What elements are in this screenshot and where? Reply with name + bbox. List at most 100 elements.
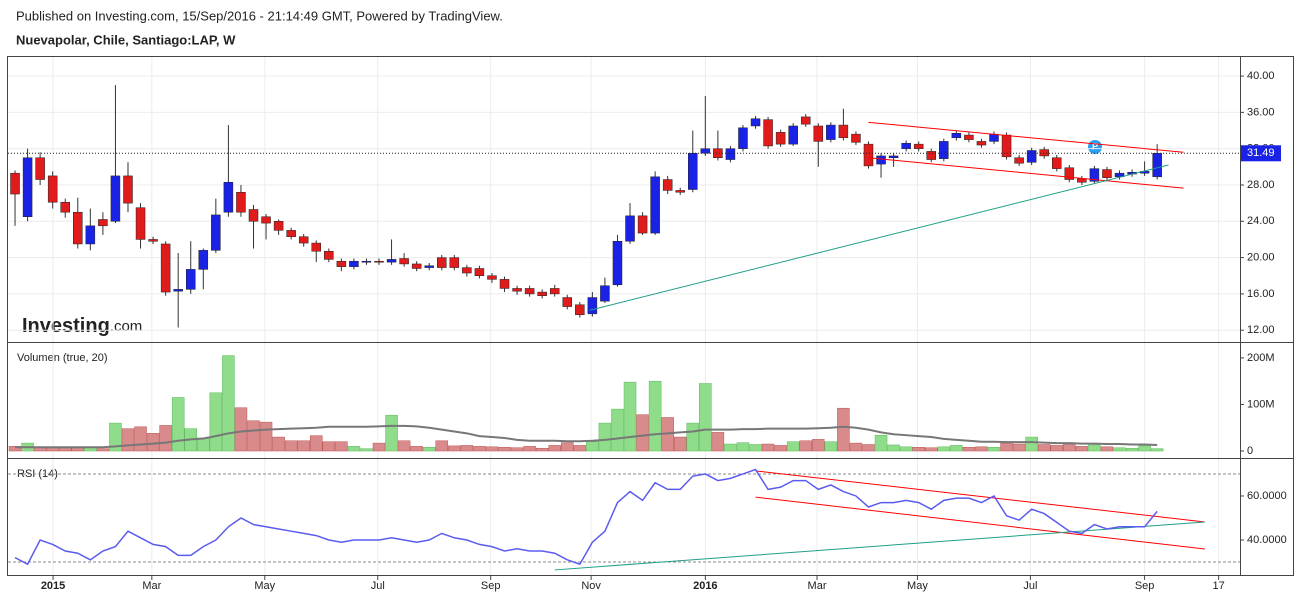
- volume-bar: [799, 440, 812, 452]
- volume-bar: [824, 441, 838, 452]
- volume-bar: [284, 440, 298, 452]
- volume-bar: [159, 425, 172, 452]
- candle-body: [349, 260, 359, 267]
- logo-name: Investing: [22, 315, 110, 337]
- volume-bar: [171, 397, 185, 452]
- volume-bar: [1063, 443, 1076, 452]
- x-tick-label: 2015: [41, 580, 65, 592]
- volume-bar: [1088, 444, 1101, 452]
- volume-bar: [1037, 444, 1051, 452]
- candle-body: [336, 260, 347, 267]
- candle-body: [261, 216, 271, 224]
- volume-bar: [1075, 446, 1089, 452]
- volume-bar: [347, 446, 361, 452]
- candle-body: [311, 242, 322, 252]
- candle-body: [939, 141, 949, 159]
- candle-body: [625, 215, 635, 242]
- volume-bar: [598, 422, 612, 452]
- candle-body: [512, 288, 522, 292]
- candle-body: [688, 152, 698, 190]
- candle-body: [537, 291, 547, 296]
- candle-body: [1089, 168, 1100, 182]
- volume-bar: [96, 448, 110, 452]
- candle-body: [1026, 150, 1037, 163]
- candle-body: [826, 124, 836, 140]
- y-tick-label: 0: [1247, 445, 1253, 457]
- rsi-line: [14, 468, 1158, 566]
- volume-bar: [937, 446, 951, 452]
- logo: Investing.com: [22, 315, 142, 337]
- candle-body: [135, 207, 146, 240]
- candle-body: [273, 221, 284, 231]
- candle-body: [386, 259, 397, 263]
- y-tick-label: 16.00: [1247, 288, 1275, 300]
- volume-bar: [962, 447, 976, 452]
- volume-bar: [987, 447, 1001, 452]
- volume-bar: [397, 440, 411, 452]
- volume-bar: [234, 407, 248, 452]
- candle-body: [123, 175, 133, 204]
- candle-body: [98, 219, 108, 227]
- x-tick-label: Jul: [371, 580, 385, 592]
- volume-bar: [1113, 447, 1126, 452]
- candle-body: [700, 148, 711, 154]
- published-note: Published on Investing.com, 15/Sep/2016 …: [16, 8, 503, 23]
- candle-body: [901, 142, 911, 149]
- candle-body: [298, 236, 309, 244]
- volume-bar: [1025, 436, 1038, 452]
- candle-body: [662, 179, 673, 191]
- candle-body: [838, 124, 849, 139]
- candle-body: [1102, 169, 1112, 178]
- volume-bar: [761, 443, 775, 452]
- candle-body: [10, 172, 20, 195]
- trendline: [755, 496, 1205, 550]
- candle-body: [1152, 153, 1162, 178]
- volume-bar: [812, 439, 825, 452]
- trendline: [554, 521, 1205, 571]
- volume-bar: [410, 446, 423, 452]
- y-tick-label: 40.00: [1247, 70, 1275, 82]
- candle-body: [361, 260, 372, 263]
- volume-bar: [385, 414, 398, 452]
- y-tick-label: 60.0000: [1247, 490, 1287, 502]
- candle-body: [148, 239, 158, 242]
- volume-bar: [774, 445, 787, 452]
- candle-body: [763, 119, 773, 147]
- candle-body: [248, 209, 259, 222]
- volume-bar: [259, 421, 273, 452]
- y-tick-label: 20.00: [1247, 251, 1275, 263]
- candle-body: [800, 116, 811, 125]
- volume-bar: [222, 355, 235, 452]
- volume-bar: [209, 392, 223, 452]
- candle-body: [85, 225, 96, 245]
- y-tick-label: 28.00: [1247, 179, 1275, 191]
- candle-body: [73, 211, 83, 245]
- y-tick-label: 12.00: [1247, 324, 1275, 336]
- volume-bar: [146, 433, 160, 452]
- volume-bar: [272, 436, 285, 452]
- volume-bar: [862, 444, 875, 452]
- candle-body: [650, 176, 660, 234]
- candle-body: [499, 279, 510, 289]
- candle-body: [1052, 157, 1062, 169]
- y-tick-label: 200M: [1247, 352, 1275, 364]
- x-tick-label: Mar: [808, 580, 827, 592]
- volume-bar: [372, 442, 386, 452]
- candle-body: [913, 143, 924, 149]
- trendline: [868, 157, 1184, 189]
- volume-bar: [485, 446, 499, 452]
- y-tick-label: 24.00: [1247, 215, 1275, 227]
- candle-body: [110, 175, 121, 222]
- volume-bar: [360, 448, 373, 452]
- x-tick-label: Nov: [581, 580, 601, 592]
- candle-body: [951, 132, 962, 139]
- volume-bar: [899, 446, 913, 452]
- volume-bar: [1012, 443, 1026, 452]
- y-tick-label: 40.0000: [1247, 534, 1287, 546]
- volume-bar: [134, 426, 147, 452]
- candle-body: [160, 243, 171, 293]
- volume-bar: [435, 440, 449, 452]
- candle-body: [47, 175, 58, 203]
- trendline: [755, 470, 1205, 523]
- candle-body: [286, 230, 296, 237]
